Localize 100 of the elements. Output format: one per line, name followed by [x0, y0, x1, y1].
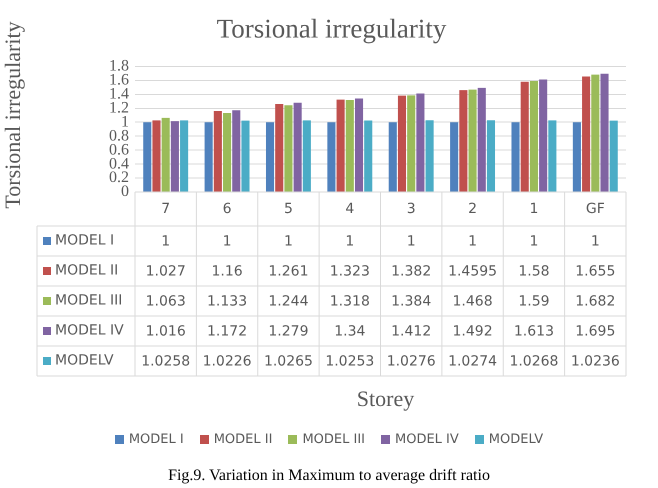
bar [530, 81, 538, 192]
x-tick-label: 4 [345, 201, 354, 218]
bar [364, 120, 372, 192]
data-label: 1.0258 [141, 354, 190, 370]
bar [336, 100, 345, 192]
x-tick-label: 7 [161, 201, 170, 218]
data-label: 1.16 [211, 264, 243, 280]
x-tick-label: 1 [529, 201, 538, 218]
data-label: 1.4595 [448, 264, 498, 280]
data-label: 1.279 [268, 324, 308, 340]
data-label: 1.0276 [386, 354, 436, 370]
bar [214, 111, 222, 192]
bar [143, 122, 152, 192]
data-label: 1.244 [268, 294, 309, 310]
x-tick-label: GF [586, 201, 605, 218]
bar [232, 110, 240, 192]
data-label: 1.468 [452, 294, 493, 310]
data-label: 1.0236 [570, 354, 620, 370]
data-label: 1.412 [391, 324, 432, 340]
legend-label: MODELV [55, 352, 114, 369]
x-tick-label: 5 [284, 201, 293, 218]
data-label: 1.261 [268, 264, 308, 280]
bar [520, 82, 529, 192]
x-tick-label: 2 [468, 201, 478, 218]
text: MODEL IV [395, 432, 459, 447]
data-label: 1 [161, 234, 170, 250]
bar [204, 122, 213, 192]
data-label: 1.695 [575, 324, 616, 340]
bar [398, 96, 406, 192]
text: MODEL II [214, 432, 272, 447]
data-label: 1.34 [334, 324, 366, 340]
data-label: 1.318 [330, 294, 370, 310]
data-label: 1.613 [514, 324, 554, 340]
data-label: 1.323 [330, 264, 370, 280]
data-label: 1 [222, 234, 232, 250]
bar [582, 76, 590, 192]
bar [223, 112, 232, 192]
chart-title: Torsional irregularity [216, 13, 447, 44]
bar [572, 122, 581, 192]
bar [170, 121, 179, 192]
bar [548, 120, 556, 192]
data-label: 1.655 [575, 264, 616, 280]
data-label: 1.59 [518, 294, 550, 310]
x-tick-label: 6 [222, 201, 232, 218]
data-label: 1.0226 [202, 354, 252, 370]
data-label: 1 [590, 234, 600, 250]
data-label: 1.58 [518, 264, 550, 280]
bar [327, 122, 336, 192]
data-label: 1.063 [146, 294, 186, 310]
data-label: 1.682 [575, 294, 616, 310]
bar [539, 79, 548, 192]
bar [407, 95, 416, 192]
data-label: 1.0268 [509, 354, 558, 370]
legend-label: MODEL III [55, 292, 122, 309]
bar [450, 122, 458, 192]
data-label: 1 [284, 234, 293, 250]
bar [180, 120, 188, 192]
bar [162, 118, 170, 192]
bar [241, 120, 250, 192]
legend-label: MODEL IV [55, 322, 124, 339]
bar [294, 102, 302, 192]
bar [275, 104, 284, 192]
y-axis-title: Torsional irregularity [0, 21, 25, 209]
bar [426, 120, 434, 192]
bar [388, 122, 397, 192]
data-label: 1.384 [391, 294, 432, 310]
data-label: 1.0274 [448, 354, 498, 370]
bar [591, 74, 600, 192]
bar [152, 120, 161, 192]
text: MODEL I [128, 432, 184, 447]
caption: Fig.9. Variation in Maximum to average drift ratio [168, 467, 490, 484]
data-label: 1.016 [146, 324, 186, 340]
bar [346, 100, 354, 192]
bar [478, 88, 486, 192]
bar [486, 120, 496, 192]
bar [468, 90, 477, 192]
bar [600, 74, 609, 192]
data-label: 1 [345, 234, 354, 250]
text: Storey [356, 386, 414, 411]
bar [511, 122, 520, 192]
bar [284, 105, 292, 192]
text: MODEL III [302, 432, 365, 447]
data-label: 1.382 [391, 264, 432, 280]
bar [302, 120, 311, 192]
bar [354, 98, 364, 192]
text: MODELV [488, 432, 544, 447]
data-label: 1 [529, 234, 538, 250]
bar [416, 93, 424, 192]
data-label: 1.492 [452, 324, 493, 340]
bar [266, 122, 274, 192]
legend-label: MODEL I [55, 232, 114, 249]
data-label: 1.0253 [325, 354, 374, 370]
data-label: 1.133 [207, 294, 248, 310]
legend-label: MODEL II [55, 262, 118, 279]
data-label: 1 [406, 234, 416, 250]
bar [610, 120, 618, 192]
x-tick-label: 3 [406, 201, 416, 218]
data-label: 1 [468, 234, 478, 250]
data-label: 1.027 [146, 264, 186, 280]
bar [459, 90, 468, 192]
